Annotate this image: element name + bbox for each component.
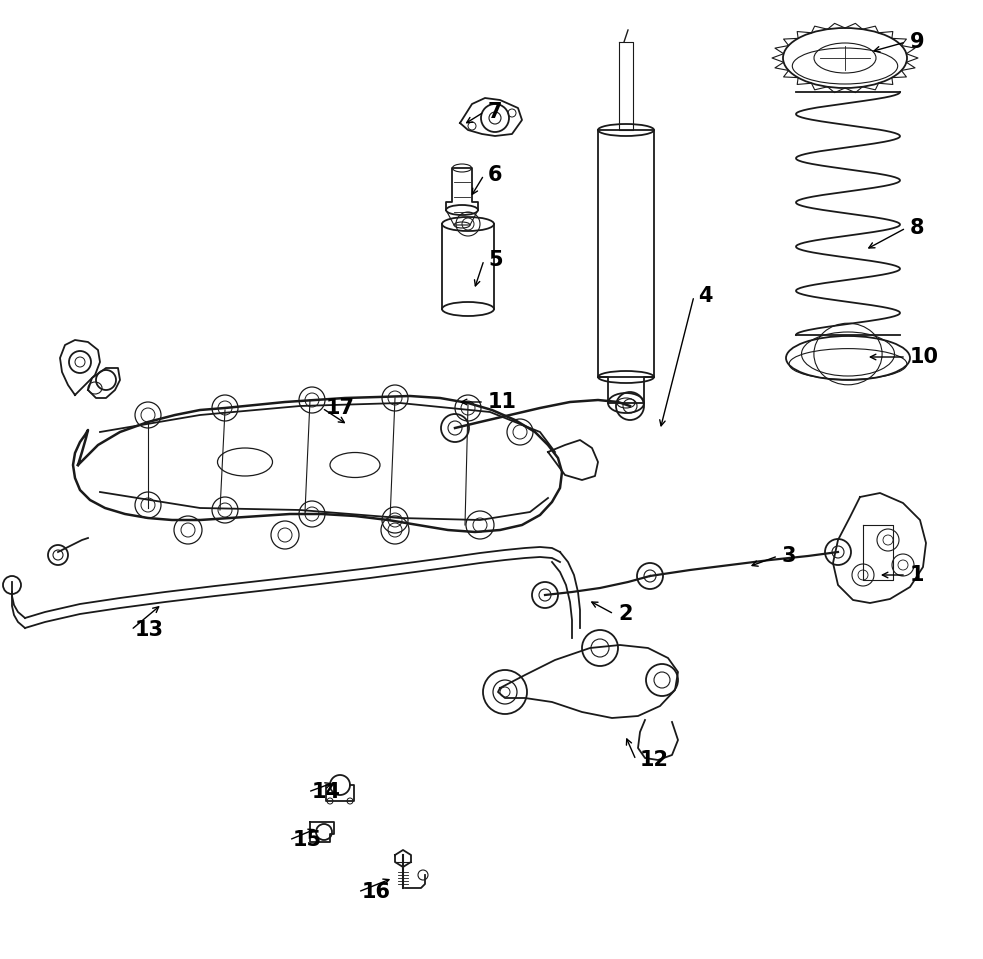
Text: 4: 4 <box>698 286 713 306</box>
Text: 11: 11 <box>488 392 517 412</box>
Text: 6: 6 <box>488 165 502 185</box>
Text: 1: 1 <box>910 565 924 585</box>
Text: 3: 3 <box>782 546 796 566</box>
Text: 14: 14 <box>312 782 341 802</box>
Text: 5: 5 <box>488 250 502 270</box>
Text: 10: 10 <box>910 347 939 367</box>
Text: 16: 16 <box>362 882 391 902</box>
Text: 13: 13 <box>135 620 164 640</box>
Text: 8: 8 <box>910 218 924 238</box>
Text: 2: 2 <box>618 604 632 624</box>
Text: 7: 7 <box>488 102 502 122</box>
Text: 17: 17 <box>326 398 355 418</box>
Text: 9: 9 <box>910 32 925 52</box>
Text: 12: 12 <box>640 750 669 770</box>
Text: 15: 15 <box>293 830 322 850</box>
